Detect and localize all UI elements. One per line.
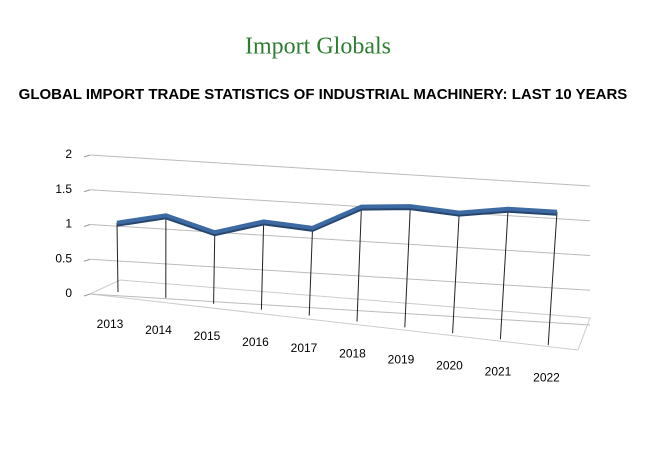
floor xyxy=(88,279,591,351)
x-tick-label: 2015 xyxy=(194,329,221,343)
drop-line xyxy=(116,222,119,293)
tick-mark xyxy=(83,293,91,297)
chart-title: GLOBAL IMPORT TRADE STATISTICS OF INDUST… xyxy=(19,86,628,103)
tick-mark xyxy=(83,154,91,158)
grid-line xyxy=(89,154,591,187)
x-tick-label: 2017 xyxy=(291,341,318,355)
x-tick-label: 2016 xyxy=(242,335,269,349)
grid-line xyxy=(89,258,591,291)
x-tick-label: 2020 xyxy=(436,358,463,372)
drop-line xyxy=(547,211,558,346)
x-tick-label: 2019 xyxy=(388,353,415,367)
x-tick-label: 2014 xyxy=(145,323,172,337)
tick-mark xyxy=(83,258,91,262)
grid-line xyxy=(89,293,591,326)
logo: Import Globals xyxy=(245,34,391,60)
tick-mark xyxy=(83,189,91,193)
drop-line xyxy=(356,206,362,322)
drop-line xyxy=(260,221,265,310)
x-tick-label: 2018 xyxy=(339,347,366,361)
grid-line xyxy=(89,189,591,222)
line-series xyxy=(116,204,558,235)
drop-line xyxy=(452,212,460,334)
y-tick-label: 0 xyxy=(65,286,72,300)
drop-line xyxy=(213,232,216,304)
x-tick-label: 2021 xyxy=(485,364,512,378)
drop-line xyxy=(404,206,411,328)
drop-line xyxy=(499,208,509,340)
y-tick-label: 2 xyxy=(65,147,72,161)
tick-mark xyxy=(83,224,91,227)
y-tick-label: 1 xyxy=(65,217,72,231)
y-tick-label: 1.5 xyxy=(55,182,72,196)
y-tick-label: 0.5 xyxy=(55,251,72,265)
drop-line xyxy=(308,227,314,316)
grid-line xyxy=(89,224,591,256)
x-tick-label: 2013 xyxy=(97,317,124,331)
x-tick-label: 2022 xyxy=(533,370,560,384)
